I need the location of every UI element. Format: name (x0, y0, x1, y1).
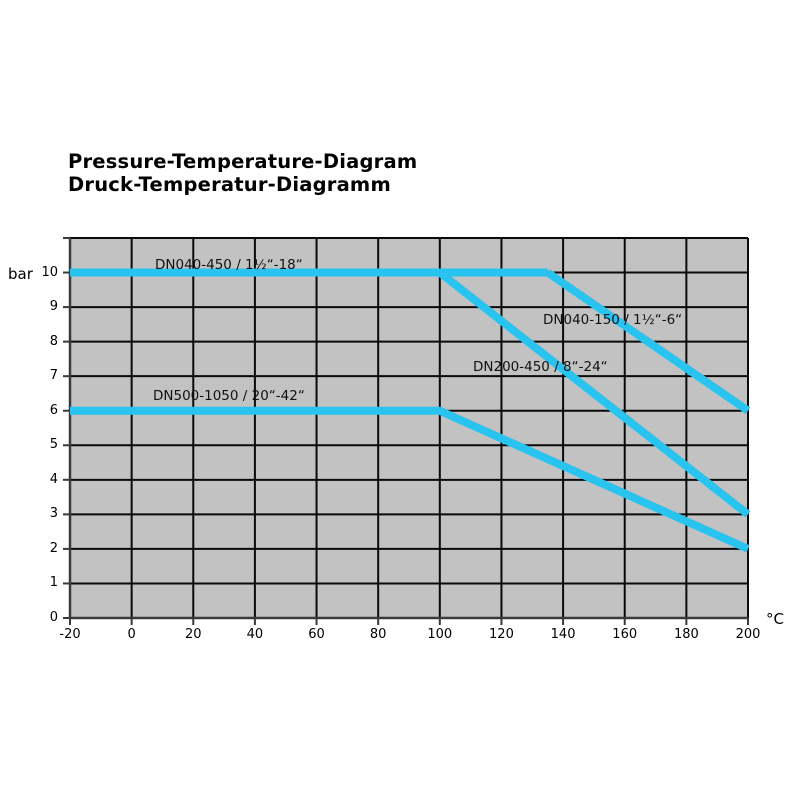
y-tick-label: 7 (49, 368, 58, 384)
series-line-3 (70, 406, 750, 553)
title-line-german: Druck-Temperatur-Diagramm (68, 173, 391, 196)
series-label: DN500-1050 / 20“-42“ (153, 388, 305, 404)
y-tick-label: 2 (49, 540, 58, 556)
x-tick-label: 160 (612, 627, 638, 642)
x-tick-label: 100 (427, 627, 453, 642)
x-tick-label: 60 (308, 627, 325, 642)
series-line-1 (545, 269, 751, 414)
x-tick-label: 120 (489, 627, 514, 642)
page-title: Pressure-Temperature-Diagram Druck-Tempe… (68, 150, 417, 196)
y-tick-label: 9 (49, 299, 58, 315)
series-label: DN040-150 / 1½“-6“ (543, 312, 683, 328)
y-tick-label: 3 (49, 506, 58, 522)
y-tick-label: 0 (49, 610, 58, 625)
x-tick-label: 140 (550, 627, 576, 642)
y-axis-unit-label: bar (8, 265, 33, 283)
title-line-english: Pressure-Temperature-Diagram (68, 150, 418, 173)
x-tick-label: 0 (127, 627, 136, 642)
y-tick-label: 4 (49, 471, 58, 487)
x-axis-unit-label: °C (766, 610, 784, 628)
series-label: DN040-450 / 1½“-18“ (155, 257, 303, 273)
x-tick-label: 20 (184, 627, 202, 642)
plot-area (70, 238, 748, 618)
y-tick-label: 8 (49, 333, 58, 349)
x-tick-label: 80 (369, 627, 387, 642)
series-label: DN200-450 / 8“-24“ (473, 359, 608, 375)
y-tick-label: 5 (49, 437, 58, 453)
y-tick-label: 6 (49, 402, 58, 418)
x-tick-label: 180 (673, 627, 699, 642)
x-tick-label: 200 (735, 627, 761, 642)
pt-chart-canvas (63, 237, 751, 625)
x-tick-label: 40 (246, 627, 264, 642)
y-tick-label: 10 (41, 264, 58, 280)
series-line-2 (437, 269, 751, 518)
x-tick-label: -20 (59, 627, 81, 642)
y-tick-label: 1 (49, 575, 58, 591)
